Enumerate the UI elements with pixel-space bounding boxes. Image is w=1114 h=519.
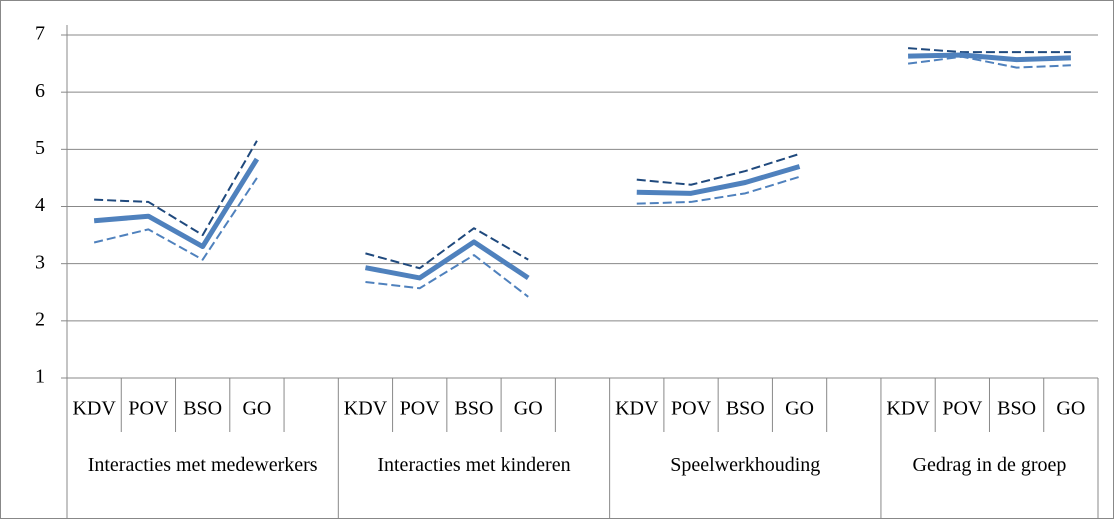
x-tick-label: BSO xyxy=(726,398,765,420)
x-tick-label: POV xyxy=(671,398,712,420)
x-tick-label: POV xyxy=(942,398,983,420)
series-line xyxy=(93,55,1071,298)
y-tick-label: 5 xyxy=(35,137,45,159)
y-tick-label: 7 xyxy=(35,23,45,45)
x-tick-label: KDV xyxy=(615,398,659,420)
x-tick-label: GO xyxy=(514,398,543,420)
x-tick-label: BSO xyxy=(183,398,222,420)
group-label: Gedrag in de groep xyxy=(912,454,1067,476)
y-tick-label: 4 xyxy=(35,194,45,216)
y-tick-label: 6 xyxy=(35,80,45,102)
x-tick-label: POV xyxy=(400,398,441,420)
y-tick-label: 2 xyxy=(35,308,45,330)
group-label: Speelwerkhouding xyxy=(670,454,821,476)
y-tick-label: 1 xyxy=(35,366,45,388)
series-line xyxy=(94,47,1071,270)
group-label: Interacties met kinderen xyxy=(377,454,571,476)
x-tick-label: BSO xyxy=(455,398,494,420)
y-tick-label: 3 xyxy=(35,251,45,273)
group-label: Interacties met medewerkers xyxy=(87,454,318,476)
x-tick-label: GO xyxy=(242,398,271,420)
x-tick-label: BSO xyxy=(997,398,1036,420)
series-line xyxy=(93,52,1071,281)
x-tick-label: KDV xyxy=(344,398,388,420)
x-tick-label: KDV xyxy=(886,398,930,420)
x-tick-label: GO xyxy=(1056,398,1085,420)
x-tick-label: GO xyxy=(785,398,814,420)
x-tick-label: POV xyxy=(128,398,169,420)
x-tick-label: KDV xyxy=(72,398,116,420)
